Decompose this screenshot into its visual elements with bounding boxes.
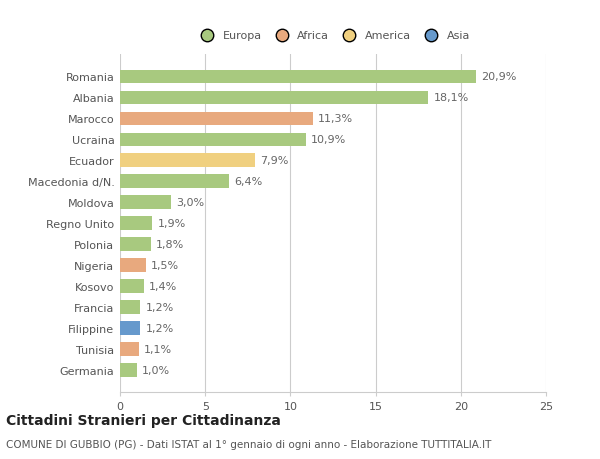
Text: 11,3%: 11,3% bbox=[317, 114, 353, 124]
Text: 1,8%: 1,8% bbox=[156, 240, 184, 250]
Bar bbox=[120, 280, 144, 293]
Bar bbox=[120, 238, 151, 252]
Text: Cittadini Stranieri per Cittadinanza: Cittadini Stranieri per Cittadinanza bbox=[6, 414, 281, 428]
Bar bbox=[120, 301, 140, 314]
Text: 1,4%: 1,4% bbox=[149, 281, 177, 291]
Bar bbox=[120, 259, 146, 273]
Text: 6,4%: 6,4% bbox=[234, 177, 262, 187]
Text: 1,5%: 1,5% bbox=[151, 261, 179, 271]
Text: 3,0%: 3,0% bbox=[176, 198, 205, 208]
Bar bbox=[120, 91, 428, 105]
Text: COMUNE DI GUBBIO (PG) - Dati ISTAT al 1° gennaio di ogni anno - Elaborazione TUT: COMUNE DI GUBBIO (PG) - Dati ISTAT al 1°… bbox=[6, 440, 491, 449]
Text: 18,1%: 18,1% bbox=[434, 93, 469, 103]
Bar bbox=[120, 364, 137, 377]
Text: 7,9%: 7,9% bbox=[260, 156, 288, 166]
Text: 1,0%: 1,0% bbox=[142, 365, 170, 375]
Bar bbox=[120, 342, 139, 356]
Bar bbox=[120, 196, 171, 210]
Bar bbox=[120, 175, 229, 189]
Text: 1,2%: 1,2% bbox=[146, 324, 174, 333]
Text: 1,1%: 1,1% bbox=[144, 344, 172, 354]
Bar bbox=[120, 217, 152, 230]
Bar bbox=[120, 133, 306, 147]
Bar bbox=[120, 322, 140, 335]
Text: 10,9%: 10,9% bbox=[311, 135, 346, 145]
Text: 1,2%: 1,2% bbox=[146, 302, 174, 313]
Legend: Europa, Africa, America, Asia: Europa, Africa, America, Asia bbox=[191, 27, 475, 46]
Text: 20,9%: 20,9% bbox=[481, 72, 517, 82]
Bar bbox=[120, 70, 476, 84]
Bar bbox=[120, 154, 254, 168]
Bar bbox=[120, 112, 313, 126]
Text: 1,9%: 1,9% bbox=[157, 219, 186, 229]
